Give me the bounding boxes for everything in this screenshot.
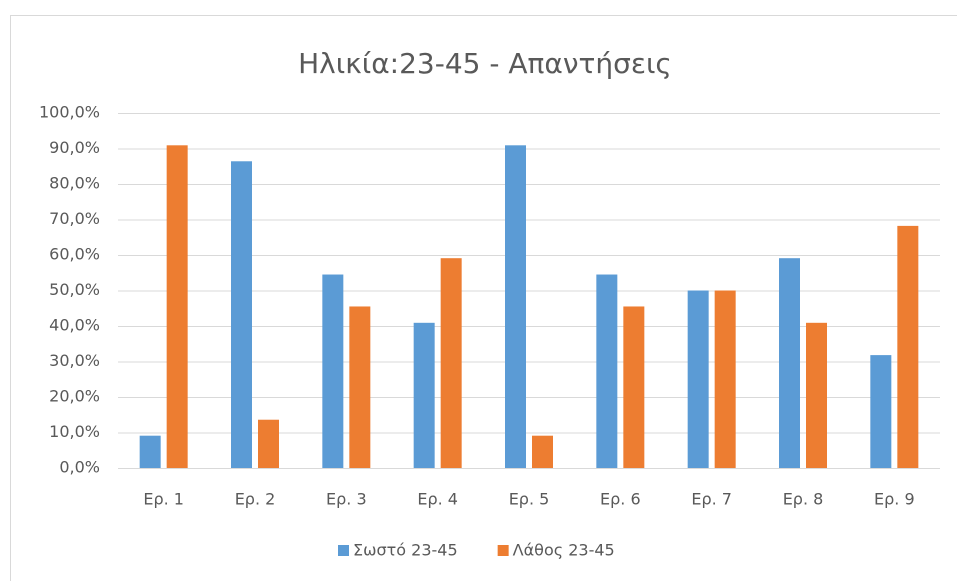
bar — [806, 322, 827, 468]
bar — [166, 145, 188, 468]
bar — [623, 306, 645, 468]
bar — [714, 290, 736, 468]
x-tick-label: Ερ. 4 — [417, 490, 458, 509]
bar — [322, 274, 344, 468]
bar — [596, 274, 618, 468]
y-tick-label: 50,0% — [49, 280, 100, 299]
chart-title: Ηλικία:23-45 - Απαντήσεις — [298, 47, 672, 80]
bar — [532, 435, 553, 468]
x-tick-label: Ερ. 7 — [691, 490, 732, 509]
x-tick-label: Ερ. 3 — [326, 490, 367, 509]
bar — [440, 258, 462, 468]
y-tick-label: 100,0% — [39, 103, 100, 122]
y-tick-label: 90,0% — [49, 138, 100, 157]
legend-swatch — [338, 545, 349, 556]
legend-label: Λάθος 23-45 — [513, 541, 615, 560]
y-tick-label: 60,0% — [49, 245, 100, 264]
x-tick-label: Ερ. 8 — [783, 490, 824, 509]
y-tick-label: 70,0% — [49, 209, 100, 228]
legend-label: Σωστό 23-45 — [353, 541, 458, 560]
legend-swatch — [497, 545, 509, 556]
bar — [870, 355, 892, 468]
x-tick-label: Ερ. 5 — [509, 490, 550, 509]
bar — [897, 225, 919, 468]
bar — [779, 258, 800, 468]
bar — [231, 161, 252, 468]
x-tick-label: Ερ. 1 — [143, 490, 184, 509]
bar — [505, 145, 526, 468]
y-tick-label: 0,0% — [59, 458, 100, 477]
bar — [413, 322, 435, 468]
bar — [349, 306, 371, 468]
bar — [687, 290, 709, 468]
y-tick-label: 20,0% — [49, 387, 100, 406]
y-tick-label: 40,0% — [49, 316, 100, 335]
x-tick-label: Ερ. 6 — [600, 490, 641, 509]
y-tick-label: 80,0% — [49, 174, 100, 193]
y-tick-label: 30,0% — [49, 351, 100, 370]
x-tick-label: Ερ. 9 — [874, 490, 915, 509]
bar — [139, 435, 161, 468]
x-tick-label: Ερ. 2 — [235, 490, 276, 509]
bar — [258, 419, 279, 468]
y-tick-label: 10,0% — [49, 422, 100, 441]
